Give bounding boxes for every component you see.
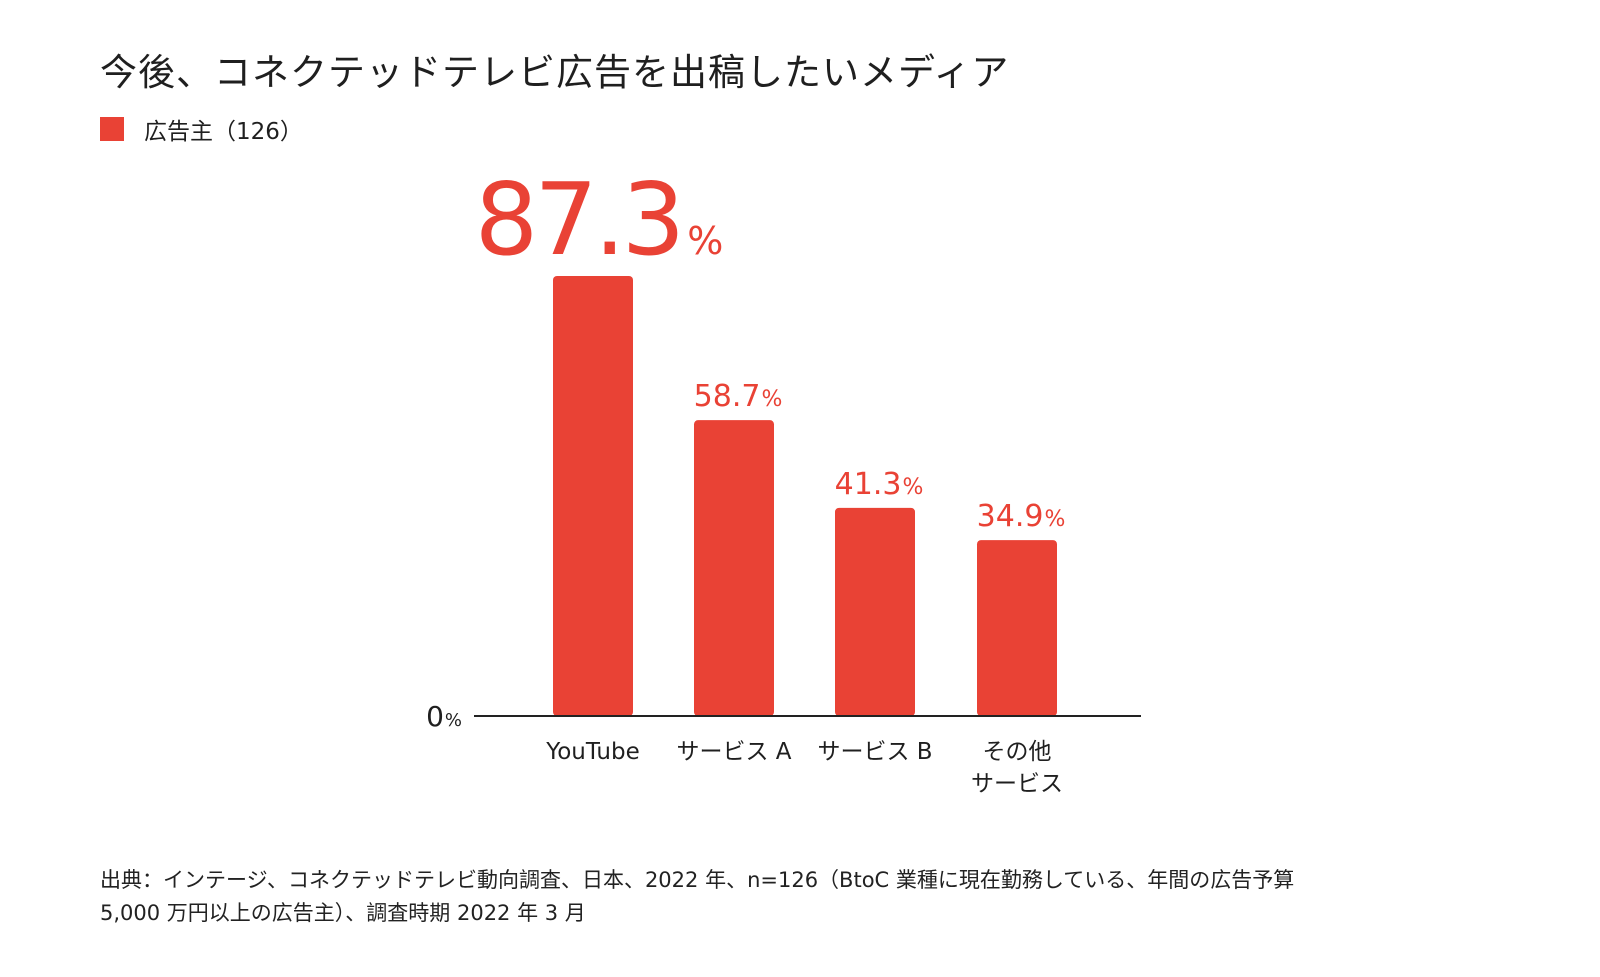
category-label: サービス A bbox=[676, 739, 791, 765]
category-label: サービス bbox=[971, 771, 1063, 797]
footnote-line-1: 出典：インテージ、コネクテッドテレビ動向調査、日本、2022 年、n=126（B… bbox=[100, 868, 1295, 892]
category-label: YouTube bbox=[545, 739, 640, 765]
chart-title: 今後、コネクテッドテレビ広告を出稿したいメディア bbox=[100, 51, 1010, 94]
bar bbox=[835, 507, 915, 716]
data-label: 34.9% bbox=[977, 499, 1066, 534]
legend: 広告主（126） bbox=[100, 114, 303, 145]
baseline-label: 0% bbox=[426, 700, 462, 733]
legend-label: 広告主（126） bbox=[144, 119, 303, 145]
data-label: 41.3% bbox=[835, 467, 924, 502]
category-label: サービス B bbox=[817, 739, 932, 765]
category-label: その他 bbox=[983, 739, 1052, 765]
data-label: 87.3% bbox=[475, 161, 724, 278]
bar bbox=[977, 540, 1057, 716]
bar bbox=[694, 420, 774, 716]
bar-chart: 87.3 % YouTube 58.7% サービス A 41.3% サービス B 34.9% そ… bbox=[426, 161, 1141, 797]
footnote: 出典：インテージ、コネクテッドテレビ動向調査、日本、2022 年、n=126（B… bbox=[100, 864, 1540, 930]
legend-swatch bbox=[100, 117, 124, 141]
footnote-line-2: 5,000 万円以上の広告主）、調査時期 2022 年 3 月 bbox=[100, 901, 586, 925]
bar bbox=[553, 276, 633, 716]
data-label: 58.7% bbox=[694, 379, 783, 414]
